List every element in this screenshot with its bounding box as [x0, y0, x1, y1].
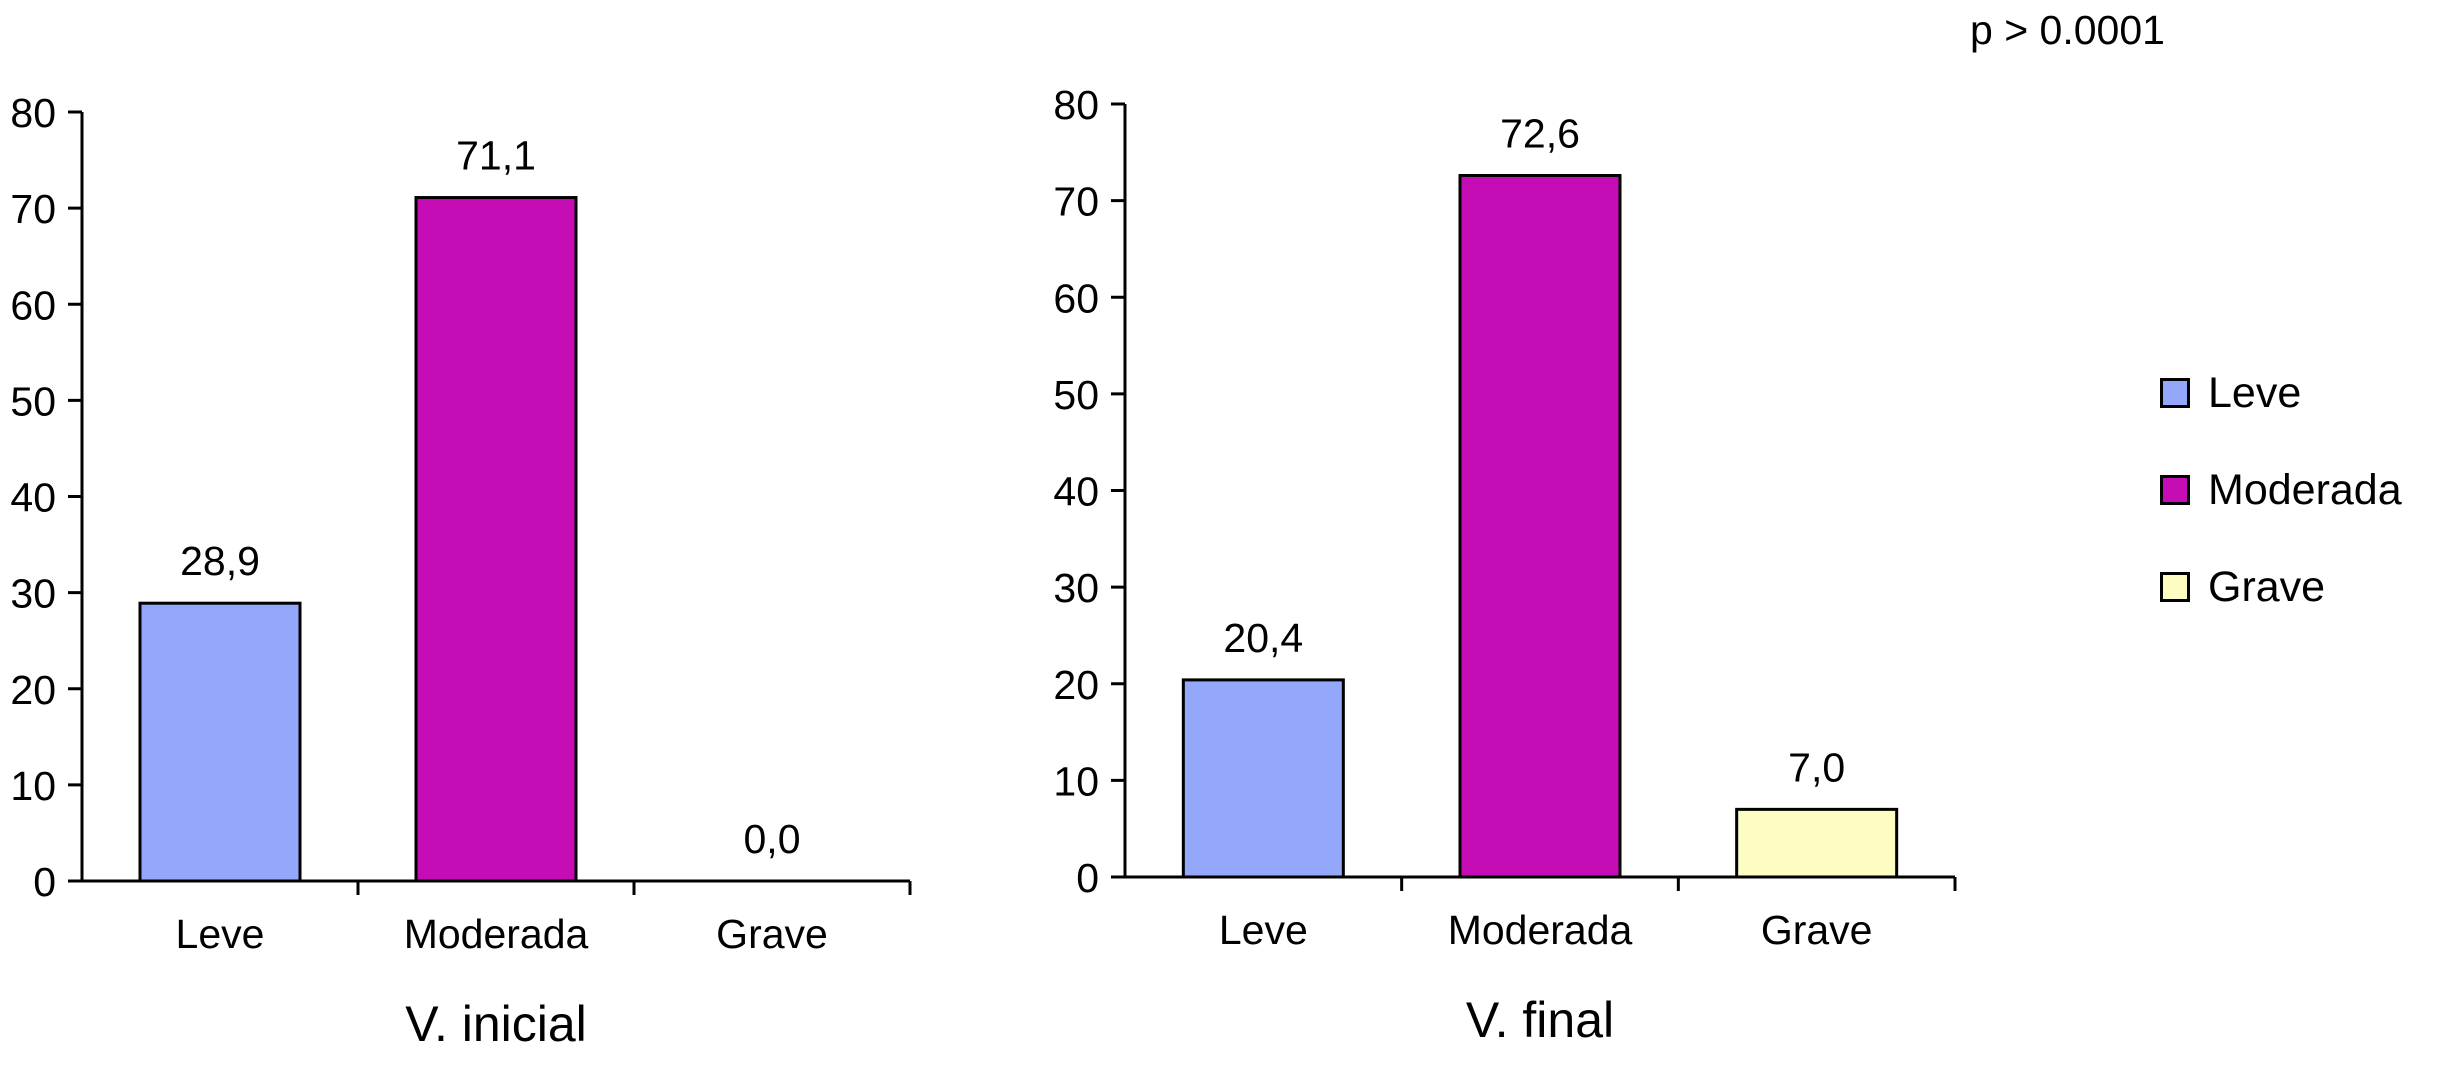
y-tick-label: 10 — [10, 763, 56, 809]
x-axis-title: V. inicial — [405, 996, 587, 1052]
legend-item-moderada: Moderada — [2160, 459, 2402, 521]
y-tick-label: 40 — [10, 475, 56, 521]
panel-initial: 0 10 20 30 40 50 60 70 80 28,9 Leve 71,1 Moderada 0,0… — [10, 90, 912, 1052]
value-label-moderada: 71,1 — [456, 133, 536, 179]
bar-moderada — [1458, 174, 1622, 879]
legend-label-leve: Leve — [2208, 368, 2302, 417]
y-tick-label: 50 — [10, 378, 56, 424]
legend-item-grave: Grave — [2160, 556, 2402, 618]
legend-swatch-leve — [2160, 378, 2190, 408]
y-tick-label: 30 — [1053, 565, 1099, 611]
category-label-moderada: Moderada — [1448, 907, 1633, 953]
legend-swatch-grave — [2160, 572, 2190, 602]
bar-leve — [1181, 678, 1345, 879]
y-tick-label: 30 — [10, 571, 56, 617]
y-tick-label: 10 — [1053, 758, 1099, 804]
y-tick-label: 60 — [1053, 275, 1099, 321]
legend: Leve Moderada Grave — [2160, 362, 2402, 653]
legend-label-moderada: Moderada — [2208, 465, 2402, 514]
category-label-moderada: Moderada — [404, 911, 589, 957]
value-label-moderada: 72,6 — [1500, 111, 1580, 157]
y-tick-label: 60 — [10, 282, 56, 328]
value-label-grave: 0,0 — [744, 816, 801, 862]
value-label-grave: 7,0 — [1788, 744, 1845, 790]
category-label-leve: Leve — [1219, 907, 1308, 953]
y-tick-label: 50 — [1053, 372, 1099, 418]
bar-grave — [1735, 807, 1899, 879]
y-tick-label: 0 — [1076, 855, 1099, 901]
bar-leve — [138, 601, 302, 883]
category-label-leve: Leve — [176, 911, 265, 957]
p-value-note: p > 0.0001 — [1970, 7, 2165, 53]
category-label-grave: Grave — [1761, 907, 1873, 953]
legend-item-leve: Leve — [2160, 362, 2402, 424]
y-tick-label: 40 — [1053, 469, 1099, 515]
legend-swatch-moderada — [2160, 475, 2190, 505]
y-tick-label: 20 — [1053, 662, 1099, 708]
y-tick-label: 70 — [1053, 179, 1099, 225]
y-tick-label: 20 — [10, 667, 56, 713]
y-tick-label: 70 — [10, 186, 56, 232]
category-label-grave: Grave — [716, 911, 828, 957]
y-tick-label: 80 — [1053, 82, 1099, 128]
y-tick-label: 80 — [10, 90, 56, 136]
value-label-leve: 28,9 — [180, 538, 260, 584]
bar-moderada — [414, 196, 578, 883]
y-tick-label: 0 — [33, 859, 56, 905]
value-label-leve: 20,4 — [1223, 615, 1303, 661]
legend-label-grave: Grave — [2208, 562, 2326, 611]
panel-final: 0 10 20 30 40 50 60 70 80 20,4 Leve 72,6 Moderada 7,0… — [1053, 82, 1957, 1048]
x-axis-title: V. final — [1466, 992, 1614, 1048]
